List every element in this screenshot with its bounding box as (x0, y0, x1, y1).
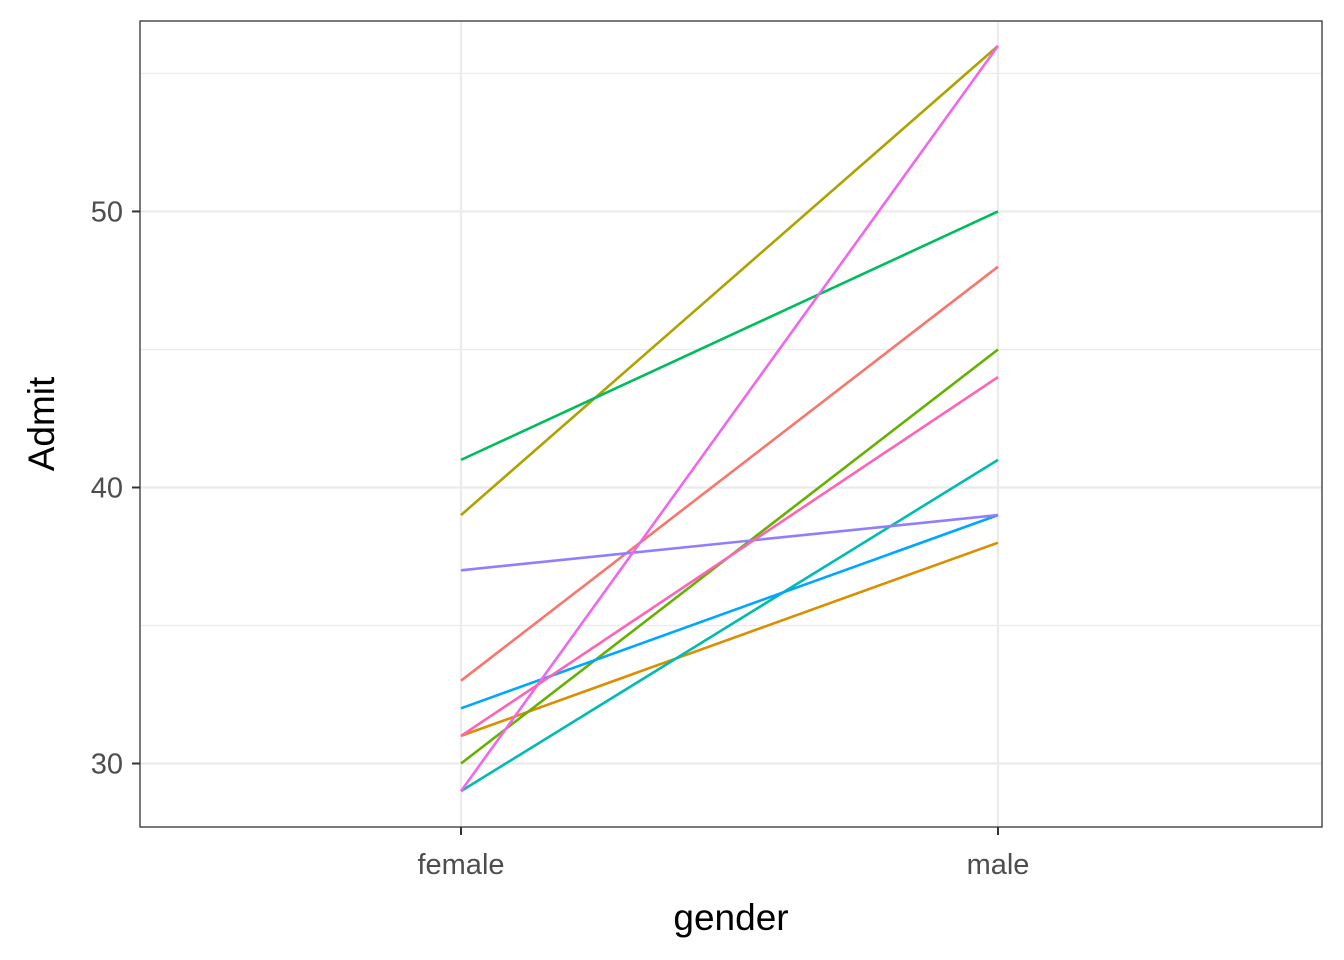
x-tick-label: male (967, 849, 1030, 881)
y-axis-title: Admit (21, 376, 62, 471)
series-line-5 (460, 210, 999, 462)
x-tick-label: female (417, 849, 504, 881)
panel-border (139, 20, 1323, 828)
series-line-3 (460, 44, 999, 517)
series-line-2 (460, 541, 999, 738)
y-tick-label: 50 (91, 196, 123, 228)
series-line-10 (460, 375, 999, 737)
y-tick-label: 30 (91, 749, 123, 781)
grid (140, 21, 1322, 827)
series-line-6 (460, 458, 999, 793)
x-axis-title: gender (673, 897, 788, 938)
y-tick-label: 40 (91, 472, 123, 504)
axes: 30 40 50 female male (91, 196, 1030, 881)
series-line-8 (460, 513, 999, 572)
series-line-1 (460, 265, 999, 682)
series-lines (459, 44, 1000, 793)
series-line-9 (459, 45, 1000, 792)
